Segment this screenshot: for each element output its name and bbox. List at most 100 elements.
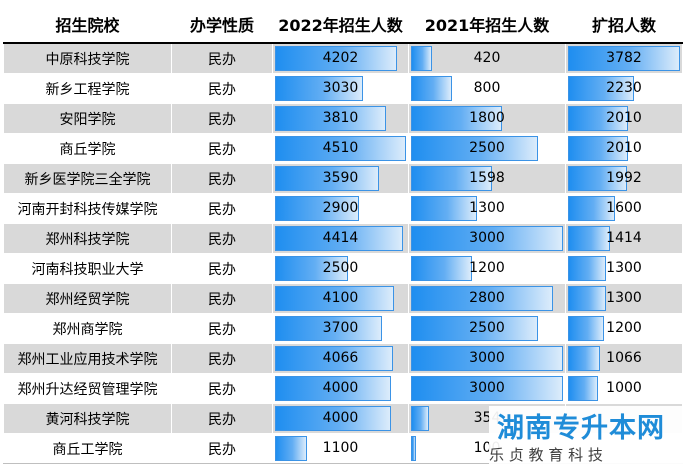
y2022-cell: 4100 <box>272 283 409 314</box>
school-cell: 安阳学院 <box>3 103 172 134</box>
data-bar <box>275 316 383 341</box>
data-bar <box>568 76 635 101</box>
y2021-cell: 1800 <box>408 103 566 134</box>
y2021-cell: 3000 <box>408 343 566 374</box>
school-cell: 河南科技职业大学 <box>3 253 172 284</box>
expand-cell: 1300 <box>565 253 683 284</box>
expand-cell: 2010 <box>565 133 683 164</box>
y2022-cell: 3590 <box>272 163 409 194</box>
data-bar <box>568 346 600 371</box>
y2022-value: 4414 <box>322 230 359 246</box>
table-row: 郑州经贸学院 民办 4100 2800 1300 <box>3 283 683 314</box>
type-cell: 民办 <box>171 403 273 434</box>
y2022-cell: 2900 <box>272 193 409 224</box>
y2022-value: 3030 <box>322 80 359 96</box>
data-bar <box>275 46 398 71</box>
expand-cell: 1200 <box>565 313 683 344</box>
data-bar <box>568 316 604 341</box>
type-cell: 民办 <box>171 193 273 224</box>
expand-cell: 2010 <box>565 103 683 134</box>
y2021-cell: 2800 <box>408 283 566 314</box>
expand-value: 1300 <box>606 290 642 306</box>
data-bar <box>275 76 363 101</box>
expand-value: 2010 <box>606 110 642 126</box>
data-bar <box>275 106 386 131</box>
y2022-cell: 3810 <box>272 103 409 134</box>
expand-value: 1200 <box>606 320 642 336</box>
data-bar <box>275 136 406 161</box>
data-bar <box>411 106 503 131</box>
header-2021: 2021年招生人数 <box>408 4 566 44</box>
data-bar <box>568 196 616 221</box>
data-bar <box>568 106 628 131</box>
expand-value: 1000 <box>606 380 642 396</box>
expand-cell: 2230 <box>565 73 683 104</box>
table-body: 中原科技学院 民办 4202 420 3782 新乡工程学院 民办 3030 800 2230 安阳… <box>3 42 683 464</box>
table-row: 新乡医学院三全学院 民办 3590 1598 1992 <box>3 163 683 194</box>
table-row: 郑州升达经贸管理学院 民办 4000 3000 1000 <box>3 373 683 404</box>
header-2022: 2022年招生人数 <box>272 4 409 44</box>
data-bar <box>568 136 628 161</box>
watermark: 湖南专升本网 乐 贞 教 育 科 技 <box>489 406 685 468</box>
data-bar <box>275 196 360 221</box>
data-bar <box>568 166 627 191</box>
table-row: 河南开封科技传媒学院 民办 2900 1300 1600 <box>3 193 683 224</box>
data-bar <box>411 46 433 71</box>
school-cell: 黄河科技学院 <box>3 403 172 434</box>
school-cell: 商丘工学院 <box>3 433 172 464</box>
y2021-cell: 2500 <box>408 133 566 164</box>
data-bar <box>568 376 598 401</box>
expand-cell: 3782 <box>565 42 683 74</box>
data-bar <box>568 226 610 251</box>
expand-value: 1600 <box>606 200 642 216</box>
expand-value: 2010 <box>606 140 642 156</box>
data-bar <box>411 226 563 251</box>
school-cell: 郑州商学院 <box>3 313 172 344</box>
y2021-value: 800 <box>473 80 501 96</box>
y2022-cell: 1100 <box>272 433 409 464</box>
y2021-value: 2500 <box>469 140 505 156</box>
expand-cell: 1992 <box>565 163 683 194</box>
type-cell: 民办 <box>171 253 273 284</box>
y2021-value: 1200 <box>469 260 505 276</box>
table-row: 商丘学院 民办 4510 2500 2010 <box>3 133 683 164</box>
data-bar <box>411 436 417 461</box>
y2022-value: 1100 <box>322 440 359 456</box>
type-cell: 民办 <box>171 373 273 404</box>
y2022-value: 2500 <box>322 260 359 276</box>
type-cell: 民办 <box>171 133 273 164</box>
header-expand: 扩招人数 <box>565 4 683 44</box>
table-row: 郑州商学院 民办 3700 2500 1200 <box>3 313 683 344</box>
data-bar <box>411 256 472 281</box>
y2021-cell: 3000 <box>408 223 566 254</box>
y2022-cell: 4414 <box>272 223 409 254</box>
data-bar <box>275 166 380 191</box>
data-bar <box>411 136 538 161</box>
y2022-value: 4000 <box>322 410 359 426</box>
data-bar <box>568 46 680 71</box>
y2021-value: 1800 <box>469 110 505 126</box>
type-cell: 民办 <box>171 73 273 104</box>
school-cell: 中原科技学院 <box>3 42 172 74</box>
y2021-value: 2500 <box>469 320 505 336</box>
y2021-cell: 1598 <box>408 163 566 194</box>
y2021-value: 3000 <box>469 230 505 246</box>
data-bar <box>275 226 404 251</box>
y2021-value: 3000 <box>469 380 505 396</box>
table-row: 中原科技学院 民办 4202 420 3782 <box>3 42 683 74</box>
data-bar <box>411 376 563 401</box>
table-header-row: 招生院校 办学性质 2022年招生人数 2021年招生人数 扩招人数 <box>3 4 683 44</box>
data-bar <box>275 376 392 401</box>
watermark-title: 湖南专升本网 <box>497 413 665 444</box>
enrollment-table: 招生院校 办学性质 2022年招生人数 2021年招生人数 扩招人数 中原科技学… <box>3 4 683 464</box>
data-bar <box>275 256 348 281</box>
school-cell: 商丘学院 <box>3 133 172 164</box>
y2022-value: 4000 <box>322 380 359 396</box>
y2022-value: 3810 <box>322 110 359 126</box>
expand-value: 1300 <box>606 260 642 276</box>
data-bar <box>411 286 553 311</box>
y2022-cell: 4000 <box>272 373 409 404</box>
type-cell: 民办 <box>171 42 273 74</box>
type-cell: 民办 <box>171 103 273 134</box>
school-cell: 新乡医学院三全学院 <box>3 163 172 194</box>
